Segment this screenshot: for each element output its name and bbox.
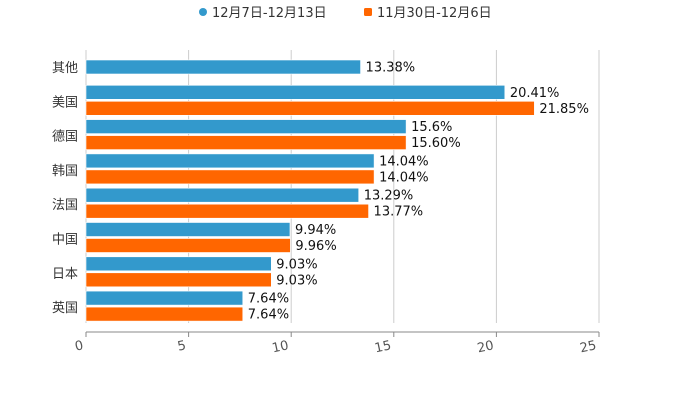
x-tick-label: 15 [373,338,392,356]
bar [85,135,407,150]
category-label: 法国 [52,198,78,213]
bar [85,290,244,306]
bar [85,256,272,272]
data-label: 14.04% [379,154,429,169]
data-label: 9.03% [276,273,317,288]
category-label: 中国 [52,233,78,248]
bar [85,153,375,169]
data-label: 9.96% [295,239,336,254]
category-label: 美国 [52,95,78,110]
data-label: 9.94% [295,223,336,238]
data-label: 13.77% [374,205,424,220]
legend-label: 11月30日-12月6日 [377,6,492,21]
x-tick-label: 5 [176,338,187,354]
data-label: 7.64% [248,292,289,307]
bar [85,119,407,134]
legend-marker [199,8,207,16]
category-label: 德国 [52,130,78,145]
data-label: 15.60% [411,136,461,151]
category-label: 韩国 [52,164,78,179]
data-label: 21.85% [539,102,589,117]
bar [85,169,375,185]
x-tick-label: 10 [271,338,290,356]
legend-label: 12月7日-12月13日 [212,6,327,21]
data-label: 13.29% [364,189,414,204]
bar [85,272,272,288]
data-label: 14.04% [379,170,429,185]
data-label: 9.03% [276,257,317,272]
legend-marker [364,8,372,16]
bar [85,85,506,100]
data-label: 15.6% [411,120,452,135]
bar [85,203,369,219]
bar [85,101,535,116]
category-label: 日本 [52,267,78,282]
bar [85,187,360,203]
x-tick-label: 0 [74,338,85,354]
bar [85,306,244,322]
data-label: 20.41% [510,86,560,101]
data-label: 13.38% [366,61,416,76]
category-label: 英国 [52,301,78,316]
bar [85,238,291,253]
bar [85,59,361,75]
x-tick-label: 20 [476,338,495,356]
x-tick-label: 25 [579,338,598,356]
category-label: 其他 [52,61,78,76]
data-label: 7.64% [248,308,289,323]
bar [85,222,291,237]
